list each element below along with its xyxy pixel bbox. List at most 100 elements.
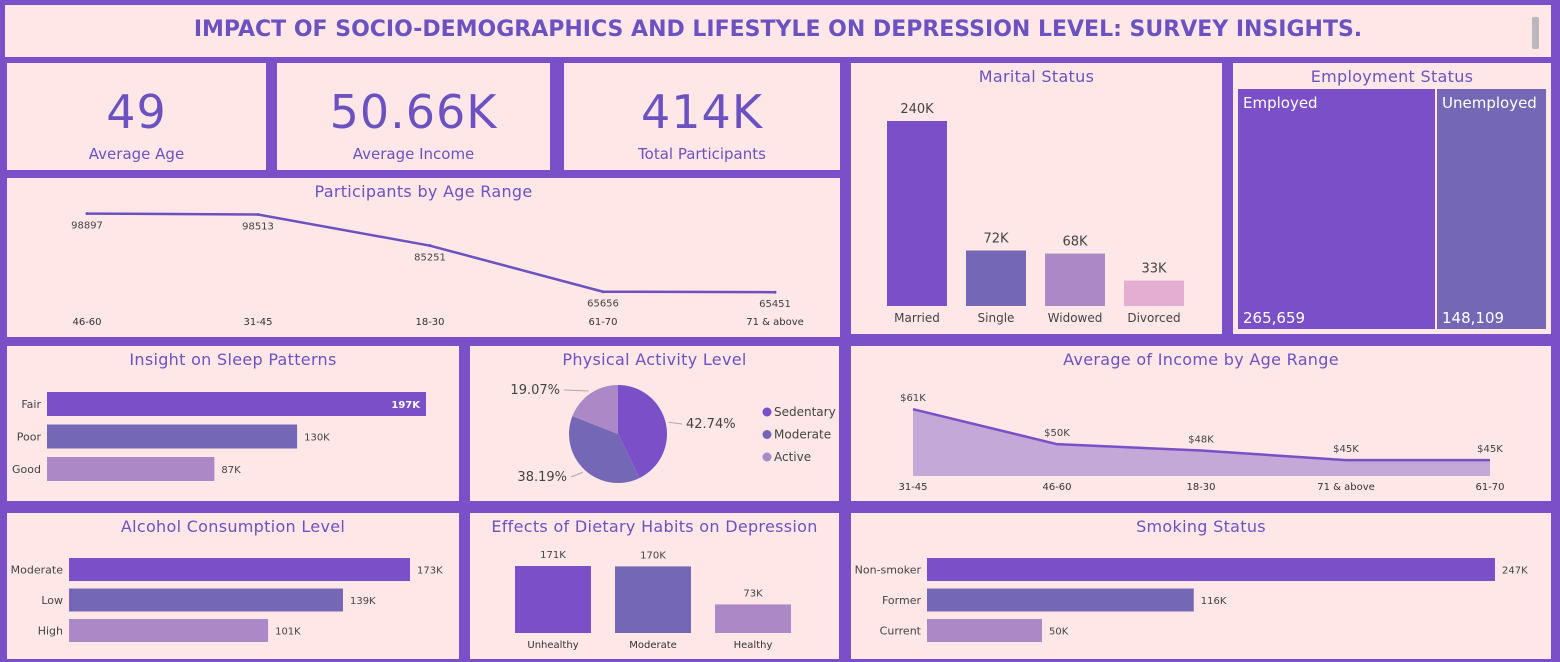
kpi-label: Average Income: [352, 145, 475, 163]
legend-marker: [762, 430, 772, 439]
data-label: $61K: [900, 393, 926, 404]
pie-slice: [572, 385, 618, 434]
chart-title: Physical Activity Level: [562, 350, 747, 369]
x-tick-label: 61-70: [1475, 482, 1504, 493]
treemap-unemployed[interactable]: Unemployed 148,109: [1437, 89, 1546, 329]
legend-marker: [762, 452, 772, 462]
kpi-value: 50.66K: [329, 85, 498, 139]
y-tick-label: Non-smoker: [855, 564, 922, 577]
page-title: IMPACT OF SOCIO-DEMOGRAPHICS AND LIFESTY…: [193, 17, 1363, 42]
bar: [69, 588, 343, 612]
legend-label: Sedentary: [774, 405, 836, 419]
activity-panel[interactable]: Physical Activity Level 42.74% 38.19% 19.0…: [470, 346, 839, 501]
treemap-label: Unemployed: [1442, 94, 1537, 112]
chart-title: Insight on Sleep Patterns: [129, 350, 337, 369]
data-label: 73K: [743, 588, 763, 599]
x-tick-label: Widowed: [1048, 311, 1103, 325]
y-tick-label: Former: [882, 594, 921, 607]
age-range-line-chart[interactable]: 98897 46-60 98513 31-45 85251 18-30 65656 61-70…: [7, 178, 840, 337]
chart-title: Smoking Status: [1136, 517, 1266, 536]
data-label: 65451: [759, 299, 791, 310]
data-label: 50K: [1049, 627, 1069, 638]
smoking-bar-chart[interactable]: Non-smoker 247K Former 116K Current 50K: [851, 513, 1551, 659]
kpi-label: Average Age: [88, 145, 185, 163]
data-label: 72K: [983, 232, 1009, 247]
data-label: $45K: [1333, 444, 1359, 455]
activity-pie-chart[interactable]: 42.74% 38.19% 19.07% Sedentary Moderate Activ…: [470, 346, 839, 501]
data-point: [428, 244, 432, 248]
x-tick-label: 71 & above: [746, 317, 804, 328]
data-label: 240K: [900, 102, 934, 117]
data-label: 42.74%: [686, 417, 736, 432]
chart-title: Marital Status: [978, 67, 1095, 86]
data-label: 197K: [391, 400, 421, 411]
data-point: [256, 212, 260, 216]
x-tick-label: Healthy: [734, 640, 773, 651]
scrollbar[interactable]: [1532, 17, 1539, 49]
data-point: [85, 212, 89, 216]
alcohol-bar-chart[interactable]: Moderate 173K Low 139K High 101K: [7, 513, 459, 659]
legend-marker: [762, 407, 772, 417]
leader-line: [668, 421, 683, 425]
data-label: $45K: [1477, 444, 1503, 455]
bar: [69, 619, 269, 642]
data-label: 171K: [540, 550, 566, 561]
pie-slice: [569, 416, 640, 483]
bar: [927, 588, 1194, 612]
treemap-value: 265,659: [1243, 309, 1306, 327]
x-tick-label: Married: [894, 311, 940, 325]
bar: [927, 558, 1495, 581]
treemap-value: 148,109: [1442, 309, 1505, 327]
area-fill: [913, 409, 1490, 476]
y-tick-label: Current: [880, 625, 922, 638]
data-label: 68K: [1062, 235, 1088, 250]
y-tick-label: Moderate: [11, 564, 64, 577]
marital-bar-chart[interactable]: 240K Married 72K Single 68K Widowed 33K Divorce…: [851, 63, 1222, 334]
treemap-employed[interactable]: Employed 265,659: [1238, 89, 1435, 329]
data-label: 116K: [1201, 596, 1227, 607]
data-label: 33K: [1141, 262, 1167, 277]
y-tick-label: Poor: [17, 431, 42, 444]
bar: [515, 566, 591, 633]
kpi-average-income[interactable]: 50.66K Average Income: [277, 63, 550, 170]
employment-panel[interactable]: Employment Status Employed 265,659 Unemp…: [1233, 63, 1551, 334]
diet-panel[interactable]: Effects of Dietary Habits on Depression …: [470, 513, 839, 659]
chart-title: Employment Status: [1310, 67, 1474, 86]
diet-bar-chart[interactable]: 171K Unhealthy 170K Moderate 73K Healthy: [470, 513, 839, 659]
data-label: 65656: [587, 299, 619, 310]
income-area-chart[interactable]: $61K 31-45 $50K 46-60 $48K 18-30 $45K 71 & abov…: [851, 346, 1551, 501]
x-tick-label: 18-30: [1186, 482, 1215, 493]
bar: [47, 392, 426, 416]
y-tick-label: Low: [41, 594, 63, 607]
smoking-panel[interactable]: Smoking Status Non-smoker 247K Former 116K C…: [851, 513, 1551, 659]
marital-panel[interactable]: Marital Status 240K Married 72K Single 68K Wi…: [851, 63, 1222, 334]
x-tick-label: Single: [978, 311, 1015, 325]
alcohol-panel[interactable]: Alcohol Consumption Level Moderate 173K Lo…: [7, 513, 459, 659]
sleep-bar-chart[interactable]: Fair 197K Poor 130K Good 87K: [7, 346, 459, 501]
sleep-panel[interactable]: Insight on Sleep Patterns Fair 197K Poor 13…: [7, 346, 459, 501]
data-label: $50K: [1044, 428, 1070, 439]
data-label: 87K: [221, 465, 241, 476]
kpi-total-participants[interactable]: 414K Total Participants: [564, 63, 840, 170]
chart-title: Participants by Age Range: [314, 182, 533, 201]
chart-title: Effects of Dietary Habits on Depression: [491, 517, 818, 536]
data-label: $48K: [1188, 435, 1214, 446]
income-age-panel[interactable]: Average of Income by Age Range $61K 31-45…: [851, 346, 1551, 501]
chart-title: Average of Income by Age Range: [1063, 350, 1339, 369]
data-label: 101K: [275, 627, 301, 638]
bar: [966, 250, 1026, 306]
x-tick-label: 18-30: [415, 317, 444, 328]
x-tick-label: Divorced: [1127, 311, 1180, 325]
data-point: [601, 290, 605, 294]
bar: [69, 558, 410, 581]
data-label: 38.19%: [517, 470, 567, 485]
data-label: 139K: [350, 596, 376, 607]
y-tick-label: Good: [12, 463, 41, 476]
bar: [715, 604, 791, 633]
x-tick-label: 71 & above: [1317, 482, 1375, 493]
bar: [47, 457, 215, 481]
y-tick-label: High: [38, 625, 63, 638]
kpi-average-age[interactable]: 49 Average Age: [7, 63, 266, 170]
x-tick-label: 31-45: [898, 482, 927, 493]
age-range-panel[interactable]: Participants by Age Range 98897 46-60 9851…: [7, 178, 840, 337]
